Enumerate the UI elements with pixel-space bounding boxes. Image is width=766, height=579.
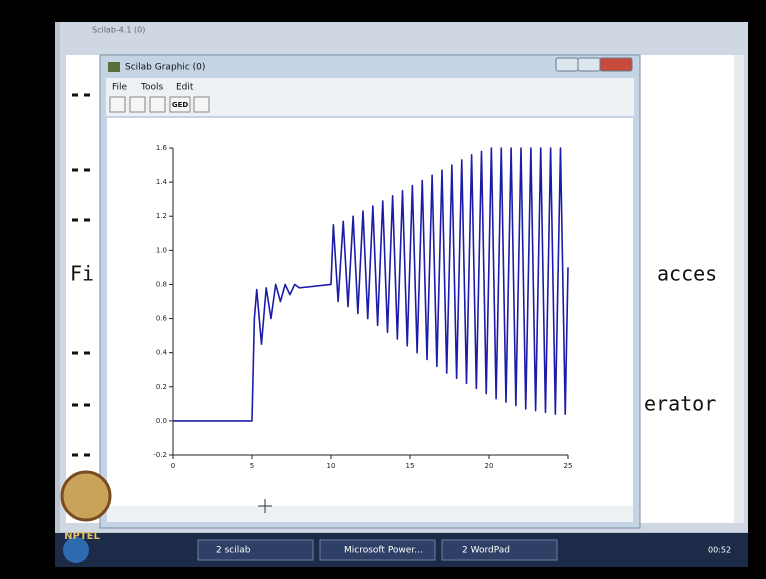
console-text: acces bbox=[657, 262, 717, 286]
x-tick-label: 0 bbox=[171, 462, 175, 470]
task-label: Microsoft Power... bbox=[344, 546, 423, 556]
menu-item[interactable]: File bbox=[112, 83, 128, 93]
y-tick-label: 0.6 bbox=[156, 315, 168, 323]
console-text: Fi bbox=[70, 262, 94, 286]
console-text: erator bbox=[644, 392, 716, 416]
menu-item[interactable]: Tools bbox=[140, 83, 163, 93]
x-tick-label: 25 bbox=[564, 462, 573, 470]
console-scrollbar bbox=[734, 55, 744, 523]
zoom-in-button[interactable] bbox=[110, 97, 125, 112]
x-tick-label: 10 bbox=[327, 462, 336, 470]
x-tick-label: 15 bbox=[406, 462, 415, 470]
y-tick-label: 1.2 bbox=[156, 212, 167, 220]
logo-text: NPTEL bbox=[64, 531, 100, 542]
minimize-button[interactable] bbox=[556, 58, 578, 71]
rotate-button[interactable] bbox=[150, 97, 165, 112]
y-tick-label: 0.0 bbox=[156, 417, 167, 425]
y-tick-label: 1.6 bbox=[156, 144, 168, 152]
app-icon bbox=[108, 62, 120, 72]
status-bar bbox=[107, 506, 633, 522]
maximize-button[interactable] bbox=[578, 58, 600, 71]
window-title: Scilab Graphic (0) bbox=[125, 63, 205, 73]
x-tick-label: 20 bbox=[485, 462, 494, 470]
y-tick-label: 0.8 bbox=[156, 280, 167, 288]
logo-emblem bbox=[62, 472, 110, 520]
y-tick-label: 1.4 bbox=[156, 178, 168, 186]
screen: Scilab-4.1 (0) Fi acces erator Scilab Gr… bbox=[0, 0, 766, 579]
x-tick-label: 5 bbox=[250, 462, 254, 470]
y-tick-label: -0.2 bbox=[153, 451, 167, 459]
task-label: 2 scilab bbox=[216, 546, 251, 556]
clock: 00:52 bbox=[708, 546, 731, 555]
y-tick-label: 0.2 bbox=[156, 383, 167, 391]
task-label: 2 WordPad bbox=[462, 546, 510, 556]
zoom-out-button[interactable] bbox=[130, 97, 145, 112]
close-button[interactable] bbox=[600, 58, 632, 71]
menu-item[interactable]: Edit bbox=[176, 83, 194, 93]
console-title: Scilab-4.1 (0) bbox=[92, 26, 145, 35]
y-tick-label: 0.4 bbox=[156, 349, 168, 357]
y-tick-label: 1.0 bbox=[156, 246, 167, 254]
ged-label: GED bbox=[172, 101, 189, 109]
select-button[interactable] bbox=[194, 97, 209, 112]
